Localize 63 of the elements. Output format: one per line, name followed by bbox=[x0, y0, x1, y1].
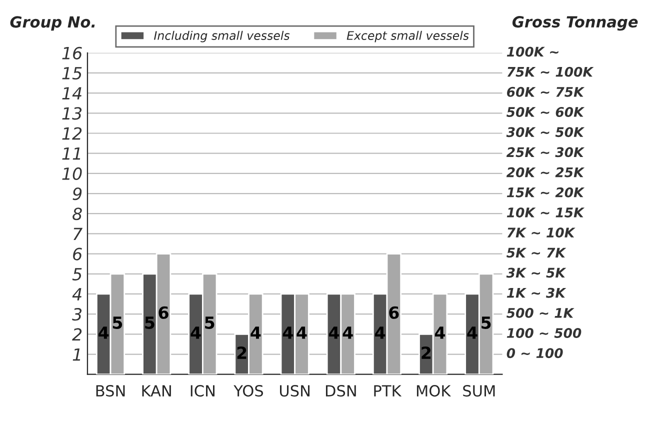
data-label: 4 bbox=[190, 326, 201, 339]
y-tick-label: 15 bbox=[62, 67, 82, 80]
y-tick-label: 6 bbox=[73, 248, 82, 260]
text: 3K ~ 5K bbox=[506, 268, 566, 278]
data-label: 4 bbox=[375, 326, 386, 339]
x-tick-label: YOS bbox=[234, 385, 264, 397]
y-tick-label: 12 bbox=[62, 127, 82, 140]
y-tick-label: 8 bbox=[72, 208, 82, 220]
data-label: 2 bbox=[237, 346, 246, 359]
data-label: 5 bbox=[205, 316, 214, 329]
text: 30K ~ 50K bbox=[506, 127, 585, 138]
data-label: 5 bbox=[112, 316, 122, 329]
data-label: 2 bbox=[422, 346, 431, 359]
data-label: 4 bbox=[434, 326, 446, 339]
y-tick-label: 3 bbox=[72, 308, 82, 321]
y-tick-label: 4 bbox=[72, 288, 82, 300]
data-label: 6 bbox=[389, 306, 399, 319]
data-label: 4 bbox=[250, 326, 261, 339]
text: 0 ~ 100 bbox=[506, 348, 563, 358]
text: 10K ~ 15K bbox=[506, 207, 585, 218]
legend-label: Including small vessels bbox=[154, 30, 290, 42]
text: 500 ~ 1K bbox=[506, 308, 574, 318]
text: 5K ~ 7K bbox=[506, 248, 566, 258]
data-label: 4 bbox=[328, 326, 340, 339]
x-tick-label: KAN bbox=[142, 385, 171, 396]
y-tick-label: 13 bbox=[62, 107, 82, 120]
data-label: 6 bbox=[158, 306, 168, 319]
text: 50K ~ 60K bbox=[506, 107, 585, 117]
text: 75K ~ 100K bbox=[507, 66, 594, 77]
y-tick-label: 16 bbox=[62, 46, 82, 60]
y-tick-label: 1 bbox=[72, 348, 80, 361]
y-tick-label: 7 bbox=[74, 228, 82, 240]
text: 100K ~ bbox=[506, 46, 558, 57]
data-label: 4 bbox=[296, 326, 307, 339]
data-label: 4 bbox=[467, 326, 478, 339]
y-tick-label: 14 bbox=[62, 87, 82, 100]
data-label: 4 bbox=[342, 326, 353, 339]
data-label: 4 bbox=[98, 326, 109, 339]
x-tick-label: BSN bbox=[96, 385, 125, 397]
text: 15K ~ 20K bbox=[506, 187, 585, 198]
x-tick-label: ICN bbox=[190, 385, 214, 397]
y-tick-label: 2 bbox=[72, 328, 82, 340]
text: 100 ~ 500 bbox=[506, 328, 582, 338]
x-tick-label: DSN bbox=[326, 385, 356, 397]
text: 7K ~ 10K bbox=[507, 228, 576, 238]
text: 25K ~ 30K bbox=[506, 147, 585, 158]
x-tick-label: PTK bbox=[374, 385, 402, 396]
data-label: 5 bbox=[482, 316, 491, 329]
text: 20K ~ 25K bbox=[506, 167, 585, 178]
legend-label: Except small vessels bbox=[346, 30, 469, 42]
x-tick-label: SUM bbox=[463, 385, 495, 397]
x-tick-label: MOK bbox=[416, 385, 452, 397]
y2-axis-title: Gross Tonnage bbox=[512, 16, 638, 31]
data-label: 5 bbox=[145, 316, 154, 329]
text: 60K ~ 75K bbox=[507, 86, 585, 97]
y-tick-label: 5 bbox=[72, 268, 82, 280]
y-axis-title: Group No. bbox=[10, 16, 95, 31]
y-tick-label: 10 bbox=[62, 167, 82, 180]
y-tick-label: 11 bbox=[62, 148, 80, 160]
data-label: 4 bbox=[282, 326, 293, 339]
y-tick-label: 9 bbox=[72, 187, 82, 200]
text: 1K ~ 3K bbox=[506, 288, 566, 298]
x-tick-label: USN bbox=[280, 385, 310, 397]
